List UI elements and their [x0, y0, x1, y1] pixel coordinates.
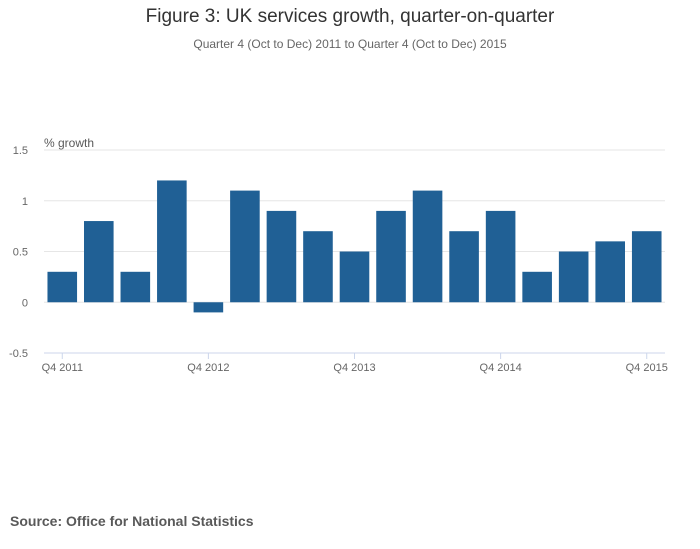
axes — [44, 352, 665, 359]
bar-q4-2013[interactable] — [339, 251, 370, 303]
bar-q1-2014[interactable] — [376, 210, 406, 303]
y-axis-label: % growth — [44, 136, 94, 150]
bar-q3-2013[interactable] — [303, 231, 333, 303]
x-tick-label: Q4 2015 — [626, 362, 668, 374]
bar-q4-2011[interactable] — [47, 271, 78, 303]
bar-q1-2015[interactable] — [522, 271, 552, 303]
bar-q4-2014[interactable] — [485, 210, 516, 303]
bar-q2-2012[interactable] — [120, 271, 151, 303]
tick-labels: 1.5 1 0.5 0 -0.5 Q4 2011 Q4 2012 Q4 2013 Q4 2014… — [9, 145, 668, 374]
y-tick-label: 0.5 — [13, 247, 28, 259]
bar-q3-2012[interactable] — [157, 180, 187, 303]
bar-q4-2012[interactable] — [193, 302, 224, 313]
y-tick-label: 0 — [22, 297, 28, 309]
bars — [47, 180, 662, 313]
bar-q1-2012[interactable] — [83, 221, 114, 303]
bar-q4-2015[interactable] — [631, 231, 662, 303]
chart-title: Figure 3: UK services growth, quarter-on… — [145, 6, 555, 27]
x-tick-label: Q4 2011 — [42, 362, 83, 374]
x-tick-label: Q4 2012 — [187, 362, 229, 374]
chart-subtitle: Quarter 4 (Oct to Dec) 2011 to Quarter 4… — [193, 37, 507, 51]
bar-q2-2014[interactable] — [412, 190, 443, 303]
y-tick-label: 1.5 — [13, 145, 28, 157]
bar-q3-2014[interactable] — [449, 231, 479, 303]
bar-q2-2015[interactable] — [558, 251, 589, 303]
x-tick-label: Q4 2013 — [333, 362, 375, 374]
bar-q3-2015[interactable] — [595, 241, 626, 303]
source-note: Source: Office for National Statistics — [10, 513, 254, 529]
y-tick-label: -0.5 — [9, 348, 28, 360]
x-tick-label: Q4 2014 — [480, 362, 522, 374]
bar-q2-2013[interactable] — [266, 210, 297, 303]
y-tick-label: 1 — [22, 196, 28, 208]
bar-q1-2013[interactable] — [230, 190, 260, 303]
